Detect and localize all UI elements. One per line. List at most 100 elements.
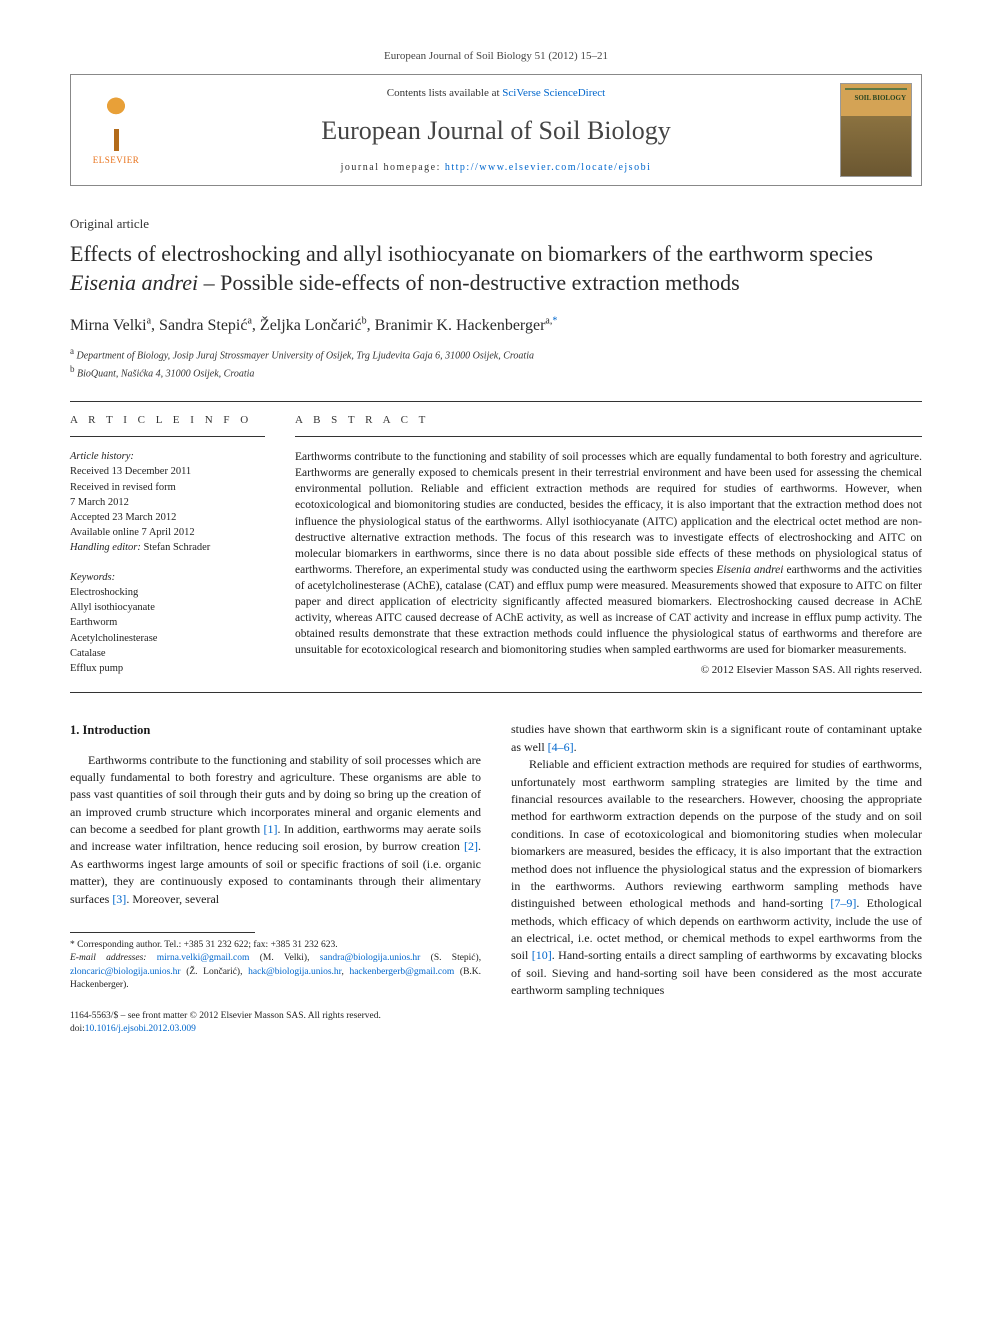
email-1[interactable]: mirna.velki@gmail.com bbox=[157, 953, 250, 963]
doi-line: doi:10.1016/j.ejsobi.2012.03.009 bbox=[70, 1023, 481, 1035]
author-3-name: Željka Lončarić bbox=[260, 317, 362, 334]
info-spacer bbox=[70, 556, 265, 570]
article-history-block: Article history: Received 13 December 20… bbox=[70, 449, 265, 676]
journal-header-box: ELSEVIER Contents lists available at Sci… bbox=[70, 74, 922, 186]
info-abstract-row: A R T I C L E I N F O Article history: R… bbox=[70, 402, 922, 676]
journal-cover-thumb: SOIL BIOLOGY bbox=[840, 83, 912, 177]
article-info-column: A R T I C L E I N F O Article history: R… bbox=[70, 402, 265, 676]
body-column-left: 1. Introduction Earthworms contribute to… bbox=[70, 721, 481, 1035]
affiliation-b: b BioQuant, Našićka 4, 31000 Osijek, Cro… bbox=[70, 363, 922, 381]
journal-name: European Journal of Soil Biology bbox=[171, 116, 821, 146]
footnotes: * Corresponding author. Tel.: +385 31 23… bbox=[70, 939, 481, 992]
body-divider bbox=[70, 692, 922, 693]
corresponding-author-line: * Corresponding author. Tel.: +385 31 23… bbox=[70, 939, 481, 952]
author-4-corr: * bbox=[552, 315, 557, 326]
author-1-sup: a bbox=[147, 315, 151, 326]
history-line-5: Available online 7 April 2012 bbox=[70, 525, 265, 540]
col2-p2-c: . Hand-sorting entails a direct sampling… bbox=[511, 948, 922, 997]
email-4[interactable]: hack@biologija.unios.hr bbox=[248, 967, 341, 977]
email-2-who: (S. Stepić) bbox=[431, 953, 479, 963]
abstract-text: Earthworms contribute to the functioning… bbox=[295, 449, 922, 658]
col2-p2-a: Reliable and efficient extraction method… bbox=[511, 757, 922, 910]
keyword-5: Catalase bbox=[70, 646, 265, 661]
ref-1-link[interactable]: [1] bbox=[264, 822, 278, 836]
title-species-italic: Eisenia andrei bbox=[70, 270, 198, 295]
elsevier-tree-icon bbox=[91, 96, 141, 151]
aff-b-text: BioQuant, Našićka 4, 31000 Osijek, Croat… bbox=[77, 368, 254, 379]
affiliation-a: a Department of Biology, Josip Juraj Str… bbox=[70, 345, 922, 363]
handling-prefix: Handling editor: bbox=[70, 542, 144, 553]
abstract-column: A B S T R A C T Earthworms contribute to… bbox=[295, 402, 922, 676]
email-5[interactable]: hackenbergerb@gmail.com bbox=[349, 967, 454, 977]
abstract-part-1: Earthworms contribute to the functioning… bbox=[295, 451, 922, 576]
history-line-1: Received 13 December 2011 bbox=[70, 464, 265, 479]
email-label: E-mail addresses: bbox=[70, 953, 146, 963]
article-info-label: A R T I C L E I N F O bbox=[70, 402, 265, 437]
homepage-link[interactable]: http://www.elsevier.com/locate/ejsobi bbox=[445, 162, 651, 173]
abstract-copyright: © 2012 Elsevier Masson SAS. All rights r… bbox=[295, 664, 922, 676]
homepage-line: journal homepage: http://www.elsevier.co… bbox=[171, 162, 821, 173]
author-3: Željka Lončarićb bbox=[260, 317, 367, 334]
affiliations: a Department of Biology, Josip Juraj Str… bbox=[70, 345, 922, 382]
doi-link[interactable]: 10.1016/j.ejsobi.2012.03.009 bbox=[85, 1024, 196, 1034]
history-heading: Article history: bbox=[70, 449, 265, 464]
author-2-name: Sandra Stepić bbox=[159, 317, 247, 334]
ref-10-link[interactable]: [10] bbox=[532, 948, 552, 962]
keywords-heading: Keywords: bbox=[70, 570, 265, 585]
email-1-who: (M. Velki) bbox=[260, 953, 307, 963]
sciencedirect-link[interactable]: SciVerse ScienceDirect bbox=[502, 87, 605, 99]
keyword-3: Earthworm bbox=[70, 615, 265, 630]
aff-a-text: Department of Biology, Josip Juraj Stros… bbox=[77, 350, 534, 361]
intro-p1: Earthworms contribute to the functioning… bbox=[70, 752, 481, 909]
emails-block: E-mail addresses: mirna.velki@gmail.com … bbox=[70, 952, 481, 992]
history-line-3: 7 March 2012 bbox=[70, 495, 265, 510]
title-part-2: – Possible side-effects of non-destructi… bbox=[198, 270, 740, 295]
author-1: Mirna Velkia bbox=[70, 317, 151, 334]
author-2-sup: a bbox=[247, 315, 251, 326]
authors-line: Mirna Velkia, Sandra Stepića, Željka Lon… bbox=[70, 315, 922, 334]
cover-cell: SOIL BIOLOGY bbox=[831, 75, 921, 185]
ref-3-link[interactable]: [3] bbox=[112, 892, 126, 906]
email-3[interactable]: zloncaric@biologija.unios.hr bbox=[70, 967, 181, 977]
author-2: Sandra Stepića bbox=[159, 317, 252, 334]
body-column-right: studies have shown that earthworm skin i… bbox=[511, 721, 922, 1035]
ref-7-9-link[interactable]: [7–9] bbox=[830, 896, 856, 910]
doi-prefix: doi: bbox=[70, 1024, 85, 1034]
elsevier-logo: ELSEVIER bbox=[81, 90, 151, 170]
handling-editor-line: Handling editor: Stefan Schrader bbox=[70, 540, 265, 555]
handling-editor: Stefan Schrader bbox=[144, 542, 211, 553]
ref-4-6-link[interactable]: [4–6] bbox=[548, 740, 574, 754]
abstract-label: A B S T R A C T bbox=[295, 402, 922, 437]
bottom-meta: 1164-5563/$ – see front matter © 2012 El… bbox=[70, 1010, 481, 1035]
body-columns: 1. Introduction Earthworms contribute to… bbox=[70, 721, 922, 1035]
keyword-4: Acetylcholinesterase bbox=[70, 631, 265, 646]
abstract-species-italic: Eisenia andrei bbox=[716, 564, 783, 576]
citation-line: European Journal of Soil Biology 51 (201… bbox=[70, 50, 922, 62]
keyword-1: Electroshocking bbox=[70, 585, 265, 600]
cover-title-text: SOIL BIOLOGY bbox=[854, 94, 906, 102]
contents-available-line: Contents lists available at SciVerse Sci… bbox=[171, 87, 821, 99]
email-3-who: (Ž. Lončarić) bbox=[186, 967, 240, 977]
history-line-4: Accepted 23 March 2012 bbox=[70, 510, 265, 525]
history-line-2: Received in revised form bbox=[70, 480, 265, 495]
elsevier-text: ELSEVIER bbox=[93, 155, 140, 165]
col2-p1: studies have shown that earthworm skin i… bbox=[511, 721, 922, 756]
aff-a-sup: a bbox=[70, 346, 74, 356]
ref-2-link[interactable]: [2] bbox=[464, 839, 478, 853]
issn-copyright-line: 1164-5563/$ – see front matter © 2012 El… bbox=[70, 1010, 481, 1022]
author-4-name: Branimir K. Hackenberger bbox=[375, 317, 546, 334]
footnote-rule bbox=[70, 932, 255, 933]
contents-prefix: Contents lists available at bbox=[387, 87, 502, 99]
article-type: Original article bbox=[70, 216, 922, 232]
keyword-6: Efflux pump bbox=[70, 661, 265, 676]
intro-heading: 1. Introduction bbox=[70, 721, 481, 739]
keyword-2: Allyl isothiocyanate bbox=[70, 600, 265, 615]
col2-p2: Reliable and efficient extraction method… bbox=[511, 756, 922, 999]
title-part-1: Effects of electroshocking and allyl iso… bbox=[70, 241, 873, 266]
author-4: Branimir K. Hackenbergera,* bbox=[375, 317, 558, 334]
aff-b-sup: b bbox=[70, 364, 75, 374]
author-1-name: Mirna Velki bbox=[70, 317, 147, 334]
email-2[interactable]: sandra@biologija.unios.hr bbox=[320, 953, 421, 963]
author-3-sup: b bbox=[362, 315, 367, 326]
intro-p1-d: . Moreover, several bbox=[126, 892, 219, 906]
